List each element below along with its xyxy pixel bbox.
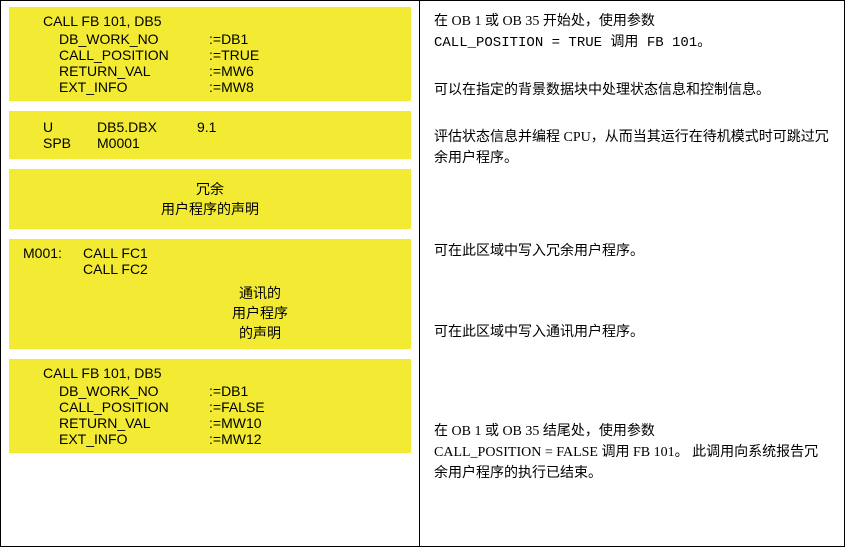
param-name: RETURN_VAL [59, 63, 209, 79]
param-name: DB_WORK_NO [59, 31, 209, 47]
param-value: :=FALSE [209, 399, 265, 415]
param-row: CALL_POSITION:=FALSE [19, 399, 401, 415]
decl-line: 冗余 [9, 179, 411, 199]
param-row: DB_WORK_NO:=DB1 [19, 383, 401, 399]
param-name: DB_WORK_NO [59, 383, 209, 399]
param-name: EXT_INFO [59, 79, 209, 95]
text-line: CALL_POSITION = FALSE 调用 FB 101。 此调用向系统报… [434, 445, 818, 481]
param-name: RETURN_VAL [59, 415, 209, 431]
param-value: :=DB1 [209, 31, 248, 47]
stl-operand1: DB5.DBX [97, 119, 197, 135]
jump-label: M001: [19, 245, 83, 277]
comm-decl: 通讯的 用户程序 的声明 [119, 283, 401, 343]
param-value: :=TRUE [209, 47, 259, 63]
param-value: :=MW10 [209, 415, 262, 431]
explanation-para: 可在此区域中写入冗余用户程序。 [434, 241, 830, 262]
param-row: EXT_INFO:=MW12 [19, 431, 401, 447]
param-row: DB_WORK_NO:=DB1 [19, 31, 401, 47]
explanation-para: 在 OB 1 或 OB 35 开始处，使用参数 CALL_POSITION = … [434, 11, 830, 54]
call-statement: CALL FB 101, DB5 [19, 365, 401, 381]
param-value: :=DB1 [209, 383, 248, 399]
stl-row: SPB M0001 [19, 135, 401, 151]
stl-op: SPB [43, 135, 97, 151]
param-row: EXT_INFO:=MW8 [19, 79, 401, 95]
stl-row: U DB5.DBX 9.1 [19, 119, 401, 135]
param-name: CALL_POSITION [59, 399, 209, 415]
code-block-call-fb101-start: CALL FB 101, DB5 DB_WORK_NO:=DB1 CALL_PO… [9, 7, 411, 101]
code-block-call-fb101-end: CALL FB 101, DB5 DB_WORK_NO:=DB1 CALL_PO… [9, 359, 411, 453]
code-block-m001: M001: CALL FC1 CALL FC2 通讯的 用户程序 的声明 [9, 239, 411, 349]
code-block-redundant-decl: 冗余 用户程序的声明 [9, 169, 411, 229]
param-value: :=MW6 [209, 63, 254, 79]
page: CALL FB 101, DB5 DB_WORK_NO:=DB1 CALL_PO… [0, 0, 845, 547]
decl-line: 的声明 [119, 323, 401, 343]
param-name: EXT_INFO [59, 431, 209, 447]
code-block-stl: U DB5.DBX 9.1 SPB M0001 [9, 111, 411, 159]
text-line: CALL_POSITION = TRUE 调用 FB 101。 [434, 35, 711, 51]
decl-line: 用户程序的声明 [9, 199, 411, 219]
param-value: :=MW8 [209, 79, 254, 95]
decl-line: 用户程序 [119, 303, 401, 323]
param-row: RETURN_VAL:=MW6 [19, 63, 401, 79]
param-name: CALL_POSITION [59, 47, 209, 63]
stl-operand2 [197, 135, 237, 151]
param-value: :=MW12 [209, 431, 262, 447]
explanation-para: 可在此区域中写入通讯用户程序。 [434, 322, 830, 343]
param-row: CALL_POSITION:=TRUE [19, 47, 401, 63]
code-column: CALL FB 101, DB5 DB_WORK_NO:=DB1 CALL_PO… [0, 0, 420, 547]
param-row: RETURN_VAL:=MW10 [19, 415, 401, 431]
explanation-column: 在 OB 1 或 OB 35 开始处，使用参数 CALL_POSITION = … [420, 0, 845, 547]
call-statement: CALL FC2 [83, 261, 148, 277]
explanation-para: 可以在指定的背景数据块中处理状态信息和控制信息。 [434, 80, 830, 101]
explanation-para: 评估状态信息并编程 CPU，从而当其运行在待机模式时可跳过冗余用户程序。 [434, 127, 830, 169]
explanation-para: 在 OB 1 或 OB 35 结尾处，使用参数 CALL_POSITION = … [434, 421, 830, 484]
call-statement: CALL FC1 [83, 245, 148, 261]
stl-op: U [43, 119, 97, 135]
decl-line: 通讯的 [119, 283, 401, 303]
call-statements: CALL FC1 CALL FC2 [83, 245, 148, 277]
text-line: 在 OB 1 或 OB 35 开始处，使用参数 [434, 14, 655, 29]
stl-operand2: 9.1 [197, 119, 237, 135]
call-statement: CALL FB 101, DB5 [19, 13, 401, 29]
stl-operand1: M0001 [97, 135, 197, 151]
text-line: 在 OB 1 或 OB 35 结尾处，使用参数 [434, 424, 655, 439]
